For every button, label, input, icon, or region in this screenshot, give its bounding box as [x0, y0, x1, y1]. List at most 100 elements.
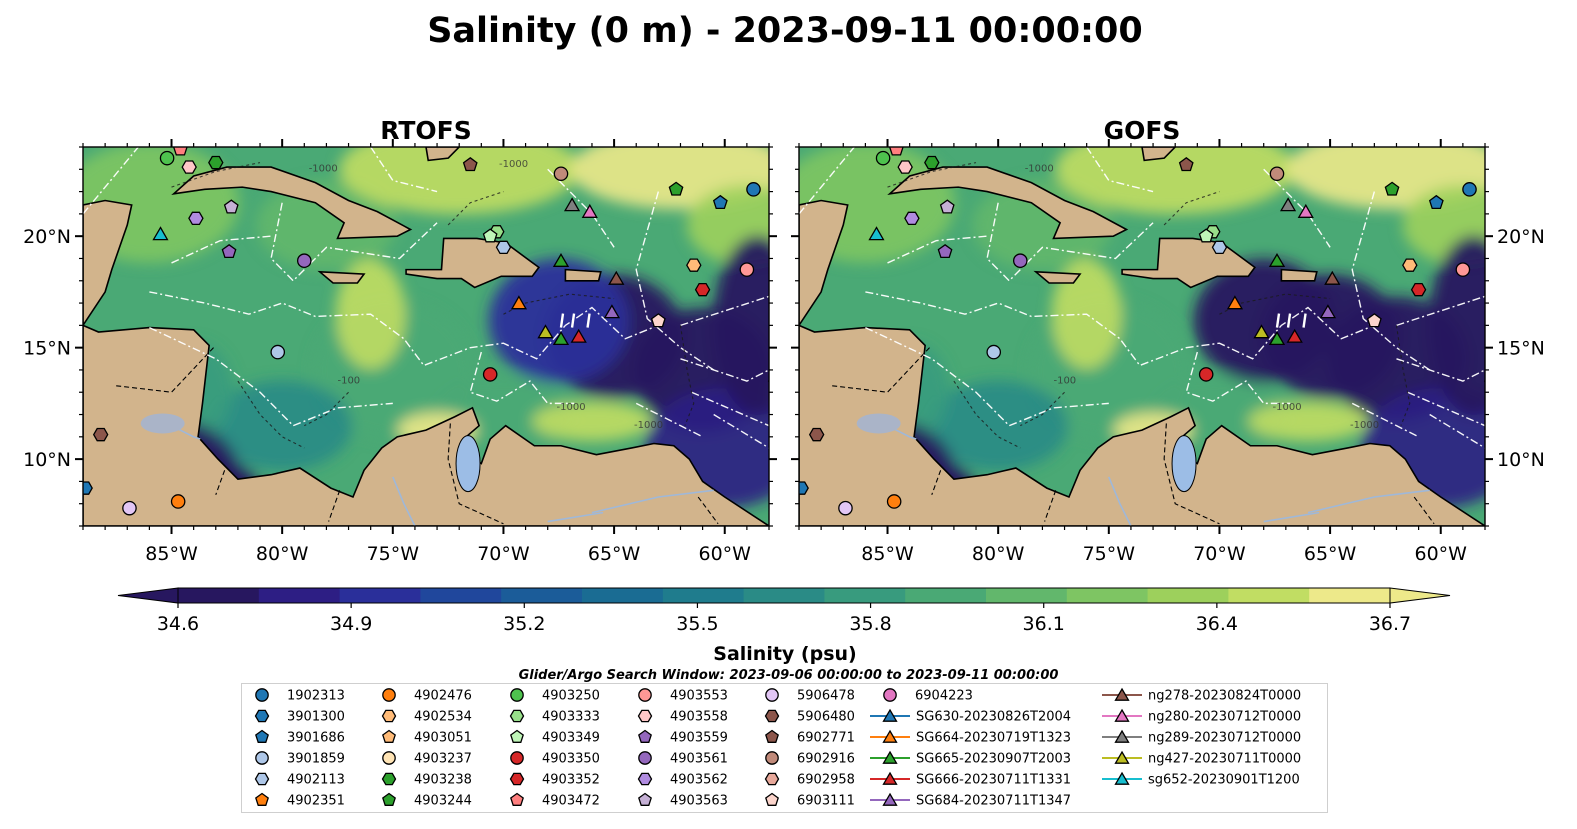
platform-marker — [1384, 181, 1400, 196]
legend-label: 4902113 — [287, 773, 345, 788]
platform-marker — [482, 228, 498, 243]
legend-item: 6902916 — [765, 751, 855, 767]
y-tick-label: 20°N — [23, 226, 71, 248]
platform-marker — [172, 147, 188, 156]
axes-frame — [82, 146, 770, 527]
search-window-note: Glider/Argo Search Window: 2023-09-06 00… — [518, 668, 1059, 683]
legend-marker — [382, 688, 396, 702]
legend-item: SG664-20230719T1323 — [870, 729, 1071, 746]
legend-marker — [765, 688, 779, 702]
legend-label: 4903250 — [542, 689, 600, 704]
platform-marker — [92, 427, 109, 442]
colorbar-segment — [339, 588, 421, 603]
legend-label: 3901686 — [287, 731, 345, 746]
colorbar-tick-label: 36.7 — [1369, 613, 1411, 635]
colorbar-segment — [1309, 588, 1391, 603]
legend-item: ng427-20230711T0000 — [1102, 750, 1301, 767]
legend-item: 4903250 — [510, 688, 600, 704]
legend-item: 3901686 — [255, 729, 345, 746]
map-panel-gofs: -100 -1000 -1000 -1000 85°W 80°W 75°W 70°W 65°W 6… — [791, 139, 1545, 565]
contour-label: -1000 — [634, 420, 663, 431]
platform-marker — [799, 481, 809, 495]
legend-label: 4903238 — [414, 773, 472, 788]
platform-marker — [1268, 253, 1286, 267]
legend-item: 4903563 — [638, 792, 728, 809]
legend-item: 4903559 — [638, 729, 728, 746]
land-central-south-america — [799, 324, 1485, 526]
platform-marker — [886, 494, 902, 509]
legend-label: ng427-20230711T0000 — [1148, 752, 1301, 767]
platform-marker — [1428, 194, 1444, 210]
land-puerto-rico — [564, 268, 602, 282]
legend-marker — [638, 792, 652, 806]
legend-marker — [882, 771, 898, 785]
platform-marker — [1324, 270, 1341, 285]
platform-marker — [462, 156, 478, 172]
legend-marker — [764, 772, 780, 786]
legend-marker — [637, 772, 653, 786]
legend-item: 1902313 — [255, 688, 345, 704]
platform-marker — [1198, 367, 1214, 382]
contour-label: -100 — [337, 375, 360, 386]
platform-marker — [1253, 324, 1270, 339]
platform-marker — [686, 258, 702, 272]
land-jamaica — [317, 270, 366, 284]
legend-label: 4903472 — [542, 794, 600, 809]
legend-item: 4903333 — [509, 710, 600, 725]
platform-marker — [221, 243, 237, 259]
platform-marker — [159, 150, 175, 166]
legend-label: 4903553 — [670, 689, 728, 704]
legend-item: 4903558 — [637, 709, 728, 725]
platform-marker — [1226, 295, 1244, 310]
legend-item: 4903553 — [638, 688, 728, 704]
contour-label: -1000 — [499, 159, 528, 170]
legend-label: 4903558 — [670, 710, 728, 725]
colorbar-tick-label: 34.6 — [157, 613, 199, 635]
legend-marker — [255, 688, 269, 702]
legend-item: 6903111 — [765, 792, 855, 809]
legend-label: 6903111 — [797, 794, 855, 809]
platform-marker — [1286, 328, 1303, 343]
land-bahamas — [1141, 147, 1177, 162]
platform-marker — [808, 427, 825, 442]
colorbar-tick-label: 34.9 — [330, 613, 372, 635]
platform-marker — [270, 344, 286, 360]
legend-item: 4903472 — [510, 792, 600, 809]
colorbar-segment — [582, 588, 664, 603]
colorbar-tick-label: 36.1 — [1023, 613, 1065, 635]
platform-marker — [552, 331, 570, 346]
colorbar-label: Salinity (psu) — [713, 643, 856, 665]
colorbar-segment — [1066, 588, 1149, 603]
legend-label: 4902534 — [414, 710, 472, 725]
legend-marker — [510, 729, 524, 743]
legend-marker — [1114, 750, 1130, 764]
platform-marker — [746, 182, 761, 197]
y-tick-label: 15°N — [1497, 338, 1545, 360]
legend-item: 4903562 — [637, 772, 728, 788]
legend-marker — [765, 751, 779, 765]
colorbar-tick-label: 36.4 — [1196, 613, 1238, 635]
x-tick-label: 60°W — [699, 543, 752, 565]
legend-label: ng280-20230712T0000 — [1148, 710, 1301, 725]
legend-marker — [254, 709, 270, 723]
legend-label: ng278-20230824T0000 — [1148, 689, 1301, 704]
platform-marker — [1483, 379, 1485, 384]
legend-item: ng278-20230824T0000 — [1102, 687, 1301, 704]
legend-marker — [510, 792, 524, 806]
platform-markers — [83, 147, 769, 516]
legend-item: SG630-20230826T2004 — [870, 708, 1071, 725]
land-cuba — [171, 166, 413, 240]
legend-label: SG630-20230826T2004 — [916, 710, 1071, 725]
legend-marker — [637, 709, 653, 723]
legend-label: 4903350 — [542, 752, 600, 767]
legend-label: 4903561 — [670, 752, 728, 767]
platform-marker — [650, 313, 666, 328]
legend-item: 4902534 — [381, 710, 472, 725]
platform-marker — [553, 166, 569, 182]
platform-marker — [767, 379, 769, 384]
colorbar-segment — [178, 588, 260, 603]
legend-label: 6902958 — [797, 773, 855, 788]
platform-marker — [181, 160, 197, 174]
legend-item: ng289-20230712T0000 — [1102, 729, 1301, 746]
colorbar-segment — [420, 588, 502, 603]
